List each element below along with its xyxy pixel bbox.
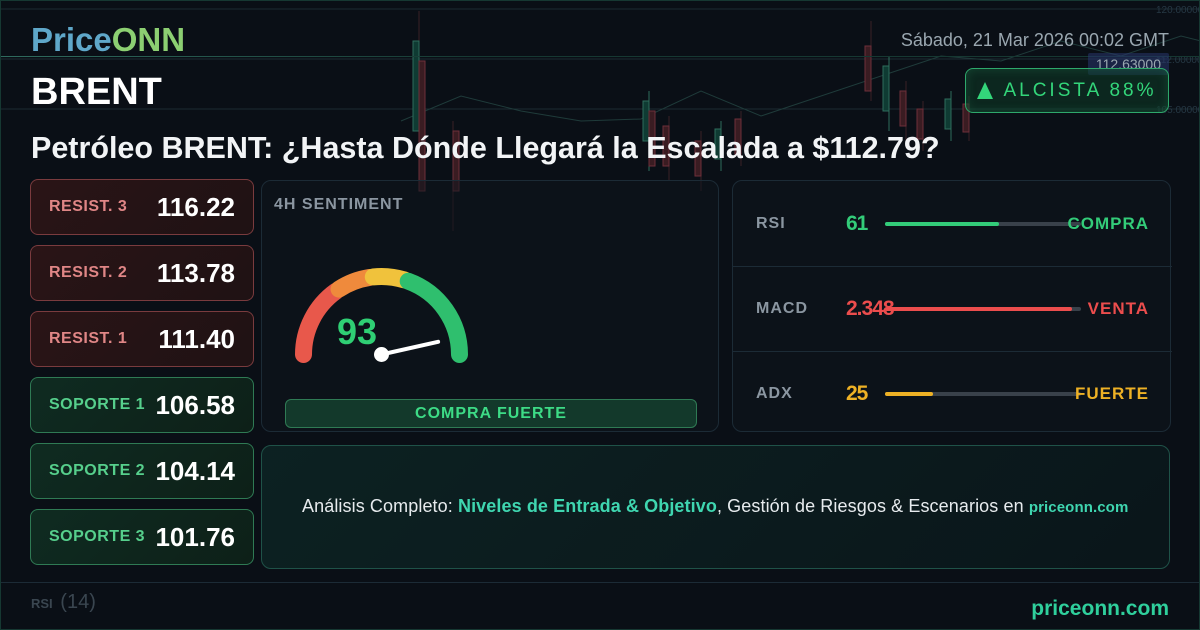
svg-text:120.00000: 120.00000	[1156, 5, 1200, 16]
svg-text:PriceONN: PriceONN	[31, 21, 185, 58]
